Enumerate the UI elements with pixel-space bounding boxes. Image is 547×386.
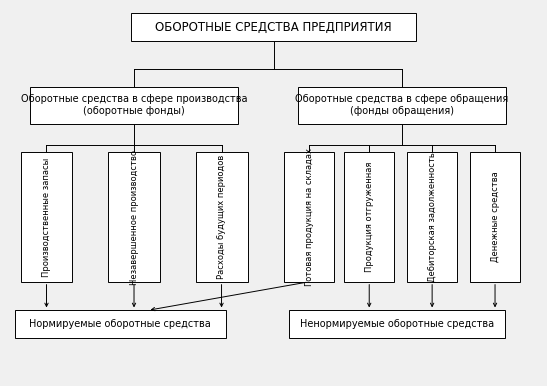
Text: Производственные запасы: Производственные запасы [42, 157, 51, 277]
Text: Дебиторская задолженность: Дебиторская задолженность [428, 152, 437, 282]
Text: Нормируемые оборотные средства: Нормируемые оборотные средства [30, 319, 211, 329]
Bar [298, 87, 506, 124]
Text: Готовая продукция на складах: Готовая продукция на складах [305, 148, 313, 286]
Text: Оборотные средства в сфере обращения
(фонды обращения): Оборотные средства в сфере обращения (фо… [295, 95, 509, 116]
Text: Продукция отгруженная: Продукция отгруженная [365, 162, 374, 272]
Bar [344, 152, 394, 282]
Bar [407, 152, 457, 282]
Text: Расходы будущих периодов: Расходы будущих периодов [217, 155, 226, 279]
Text: Оборотные средства в сфере производства
(оборотные фонды): Оборотные средства в сфере производства … [21, 95, 247, 116]
Bar [30, 87, 238, 124]
Text: Денежные средства: Денежные средства [491, 172, 499, 262]
Bar [196, 152, 247, 282]
Bar [108, 152, 160, 282]
Bar [289, 310, 504, 338]
Bar [15, 310, 225, 338]
Bar [21, 152, 72, 282]
Text: Ненормируемые оборотные средства: Ненормируемые оборотные средства [300, 319, 493, 329]
Text: Незавершенное производство: Незавершенное производство [130, 150, 138, 284]
Bar [284, 152, 334, 282]
Bar [131, 13, 416, 41]
Text: ОБОРОТНЫЕ СРЕДСТВА ПРЕДПРИЯТИЯ: ОБОРОТНЫЕ СРЕДСТВА ПРЕДПРИЯТИЯ [155, 20, 392, 34]
Bar [470, 152, 520, 282]
